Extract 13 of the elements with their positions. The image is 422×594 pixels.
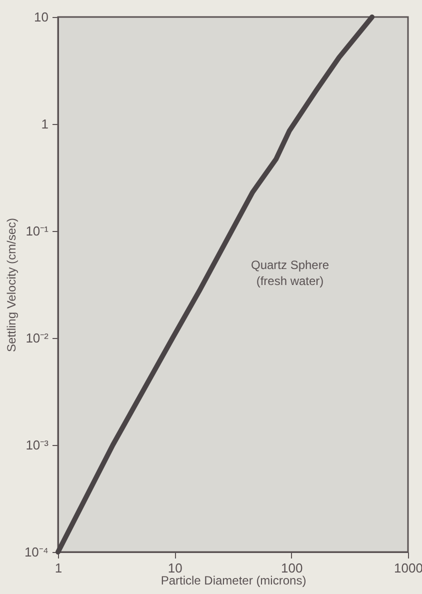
y-tick-label: 10⁻³ xyxy=(26,438,50,452)
annotation: Quartz Sphere (fresh water) xyxy=(250,258,330,288)
y-tick-label: 10⁻⁴ xyxy=(24,544,48,560)
y-tick-label: 1 xyxy=(41,116,48,132)
x-tick-label: 100 xyxy=(280,560,303,576)
x-tick-label: 10 xyxy=(168,560,182,576)
y-tick-label: 10 xyxy=(34,10,48,24)
y-axis-title: Settling Velocity (cm/sec) xyxy=(4,218,18,352)
x-axis-title: Particle Diameter (microns) xyxy=(160,574,306,588)
x-tick-label: 1000 xyxy=(394,560,422,576)
x-tick-label: 1 xyxy=(54,560,62,576)
y-tick-label: 10⁻¹ xyxy=(26,224,50,238)
y-tick-label: 10⁻² xyxy=(26,330,50,346)
